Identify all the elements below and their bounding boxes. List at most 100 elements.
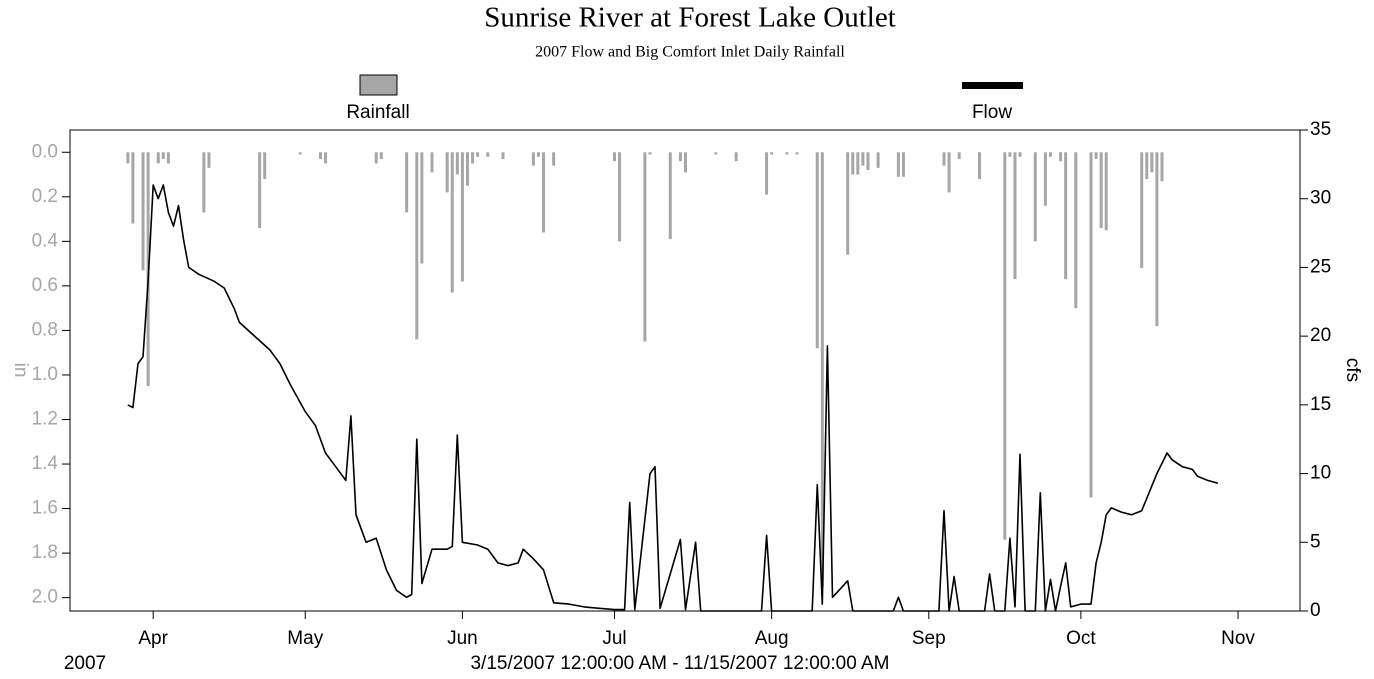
rain-bar [1074, 152, 1078, 309]
chart-title: Sunrise River at Forest Lake Outlet [484, 2, 896, 34]
x-tick-label: Sep [912, 628, 946, 649]
rain-bar [785, 152, 789, 155]
x-tick-label: Oct [1066, 628, 1096, 649]
rain-bar [770, 152, 774, 155]
y-tick-label: 0.4 [32, 230, 59, 251]
rain-bar [643, 152, 647, 342]
x-tick-label: May [287, 628, 323, 649]
y-tick-label: 1.2 [32, 409, 58, 430]
rain-bar [1008, 152, 1012, 157]
y2-tick-label: 20 [1310, 325, 1331, 346]
rain-bar [977, 152, 981, 179]
rain-bar [947, 152, 951, 193]
rain-bar [856, 152, 860, 175]
y-axis-label: in [10, 363, 31, 378]
x-tick-label: Jun [447, 628, 478, 649]
rain-bar [618, 152, 622, 242]
rain-bar [876, 152, 880, 168]
y-tick-label: 2.0 [32, 587, 58, 608]
y-tick-label: 1.6 [32, 498, 58, 519]
rain-bar [1013, 152, 1017, 280]
rain-bar [460, 152, 464, 282]
rain-bar [501, 152, 505, 159]
rain-bar [957, 152, 961, 159]
rain-bar [1043, 152, 1047, 206]
rain-bar [420, 152, 424, 264]
y2-tick-label: 30 [1310, 188, 1331, 209]
rain-bar [648, 152, 652, 155]
rain-bar [298, 152, 302, 155]
rain-bar [126, 152, 130, 164]
rain-bar [324, 152, 328, 164]
legend-swatch [359, 74, 398, 96]
rain-bar [1094, 152, 1098, 159]
rain-bar [851, 152, 855, 175]
rain-bar [901, 152, 905, 177]
rain-bar [861, 152, 865, 166]
range-label: 3/15/2007 12:00:00 AM - 11/15/2007 12:00… [470, 653, 889, 674]
y2-tick-label: 5 [1310, 531, 1321, 552]
rain-bar [1160, 152, 1164, 182]
rain-bar [1150, 152, 1154, 173]
rain-bar [263, 152, 267, 179]
y-tick-label: 0.2 [32, 186, 58, 207]
x-tick-label: Nov [1221, 628, 1255, 649]
rain-bar [455, 152, 459, 175]
rain-bar [465, 152, 469, 186]
rain-bar [531, 152, 535, 166]
y-tick-label: 1.8 [32, 542, 58, 563]
rain-bar [1048, 152, 1052, 157]
rain-bar [258, 152, 262, 228]
y2-tick-label: 10 [1310, 463, 1331, 484]
rain-bar [536, 152, 540, 157]
y-tick-label: 0.0 [32, 141, 58, 162]
rain-bar [815, 152, 819, 349]
y2-tick-label: 15 [1310, 394, 1331, 415]
rain-bar [445, 152, 449, 193]
rain-bar [166, 152, 170, 164]
rain-bar [471, 152, 475, 164]
rain-bar [820, 152, 824, 587]
y2-tick-label: 25 [1310, 256, 1331, 277]
rain-bar [765, 152, 769, 195]
rain-bar [202, 152, 206, 213]
rain-bar [714, 152, 718, 155]
rain-bar [141, 152, 145, 271]
rain-bar [1145, 152, 1149, 179]
rain-bar [1059, 152, 1063, 162]
rain-bar [542, 152, 546, 233]
rain-bar [668, 152, 672, 240]
x-tick-label: Apr [138, 628, 168, 649]
rain-bar [1104, 152, 1108, 231]
rain-bar [1033, 152, 1037, 242]
rain-bar [131, 152, 135, 224]
rain-bar [942, 152, 946, 166]
rain-bar [405, 152, 409, 213]
rain-bar [1155, 152, 1159, 326]
plot-frame [69, 129, 1301, 612]
rain-bar [415, 152, 419, 340]
rain-bar [1140, 152, 1144, 269]
rain-bar [156, 152, 160, 164]
rain-bar [552, 152, 556, 166]
rain-bar [846, 152, 850, 255]
rain-bar [734, 152, 738, 162]
y-tick-label: 1.0 [32, 364, 58, 385]
rain-bar [896, 152, 900, 177]
x-tick-label: Jul [602, 628, 626, 649]
rain-bar [486, 152, 490, 157]
rain-bar [430, 152, 434, 173]
legend-label: Rainfall [346, 102, 409, 123]
year-label: 2007 [64, 653, 106, 674]
x-tick-label: Aug [755, 628, 789, 649]
y-tick-label: 1.4 [32, 453, 59, 474]
rain-bar [1064, 152, 1068, 280]
rain-bar [207, 152, 211, 168]
rain-bar [1089, 152, 1093, 498]
rain-bar [161, 152, 165, 159]
rain-bar [1018, 152, 1022, 157]
rain-bar [612, 152, 616, 162]
rain-bar [1003, 152, 1007, 540]
y2-axis-label: cfs [1342, 358, 1363, 382]
